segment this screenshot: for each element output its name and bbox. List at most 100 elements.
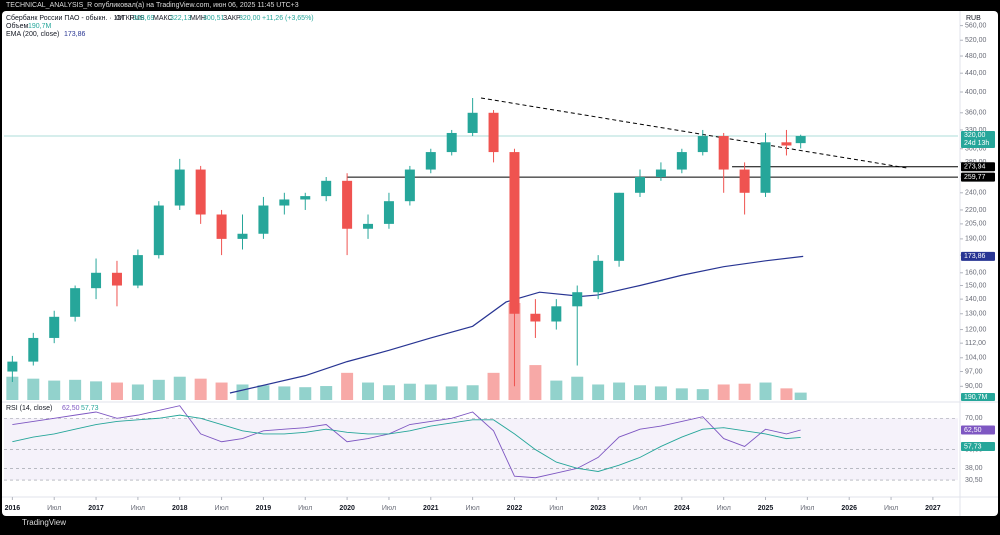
candle-body [383, 201, 394, 224]
volume-bar [362, 382, 375, 400]
ema-value: 173,86 [64, 31, 86, 38]
candle-body [488, 112, 499, 153]
currency: RUB [966, 15, 981, 22]
candle-body [7, 361, 18, 372]
volume-bar [90, 381, 103, 400]
x-tick-label: Июл [382, 505, 396, 512]
volume-bar [696, 389, 709, 400]
x-tick-label: 2016 [5, 505, 21, 512]
rsi-tick-label: 38,00 [965, 465, 983, 472]
candle-body [795, 136, 806, 144]
candle-body [509, 152, 520, 314]
ema-line [229, 255, 804, 394]
candle-body [237, 233, 248, 239]
volume-bar [6, 376, 19, 400]
candle-body [342, 180, 353, 229]
volume-bar [48, 380, 61, 400]
x-tick-label: Июл [466, 505, 480, 512]
candle-body [174, 169, 185, 206]
candle-body [195, 169, 206, 215]
candle-body [404, 169, 415, 202]
volume-bar [69, 379, 82, 400]
level-label: 259,77 [964, 174, 986, 181]
volume-bar [675, 388, 688, 400]
volume-bar [403, 383, 416, 400]
x-tick-label: 2023 [590, 505, 606, 512]
volume-bar [592, 384, 605, 400]
y-tick-label: 220,00 [965, 207, 987, 214]
x-tick-label: 2018 [172, 505, 188, 512]
h-label: МАКС [153, 15, 173, 22]
volume-bar [550, 380, 563, 400]
ema-badge-label: 173,86 [964, 253, 986, 260]
footer: TradingView [22, 518, 66, 527]
y-tick-label: 90,00 [965, 383, 983, 390]
candle-body [153, 205, 164, 256]
y-tick-label: 160,00 [965, 270, 987, 277]
candle-body [593, 260, 604, 293]
volume-bar [173, 376, 186, 400]
o-value: 308,69 [133, 15, 155, 22]
y-tick-label: 97,00 [965, 368, 983, 375]
volume-bar [236, 384, 249, 400]
last-price-label: 320,00 [964, 132, 986, 139]
rsi-line [12, 405, 801, 479]
candle-body [446, 132, 457, 153]
candle-body [572, 292, 583, 307]
rsi-ma-value: 57,73 [81, 405, 99, 412]
candle-body [760, 142, 771, 193]
volume-bar [780, 388, 793, 400]
volume-bar [341, 372, 354, 400]
candle-body [635, 176, 645, 193]
symbol: Сбербанк России ПАО - обыкн. · 1M · RUS [6, 14, 145, 22]
candle-body [718, 136, 729, 170]
rsi-label: RSI (14, close) [6, 405, 52, 412]
x-tick-label: 2020 [339, 505, 355, 512]
volume-value: 190,7M [28, 23, 52, 30]
candle-body [614, 192, 625, 261]
volume-bar [487, 372, 500, 400]
volume-bar [257, 385, 270, 400]
y-tick-label: 360,00 [965, 110, 987, 117]
candle-body [300, 196, 311, 200]
y-tick-label: 140,00 [965, 296, 987, 303]
volume-bar [152, 379, 165, 400]
y-tick-label: 520,00 [965, 37, 987, 44]
candle-body [216, 214, 227, 239]
volume-bar [194, 378, 207, 400]
y-tick-label: 104,00 [965, 355, 987, 362]
c-value: 320,00 [239, 15, 261, 22]
rsi-ma-line [12, 414, 801, 472]
candle-body [425, 152, 436, 170]
volume-bar [654, 386, 667, 400]
ema-label: EMA (200, close) [6, 31, 59, 38]
y-tick-label: 240,00 [965, 190, 987, 197]
candle-body [530, 313, 541, 322]
volume-bar [278, 386, 291, 400]
volume-bar [717, 384, 730, 400]
y-tick-label: 300,00 [965, 146, 987, 153]
volume-bar [794, 392, 807, 400]
candle-body [676, 152, 687, 170]
rsi-ma-badge [961, 441, 995, 451]
y-tick-label: 205,00 [965, 221, 987, 228]
volume-bar [466, 385, 479, 400]
legend: Сбербанк России ПАО - обыкн. · 1M · RUS … [6, 14, 314, 412]
volume-bar [445, 386, 458, 400]
x-tick-label: 2025 [758, 505, 774, 512]
x-tick-label: Июл [214, 505, 228, 512]
volume-badge-label: 190,7M [964, 394, 988, 401]
candle-body [655, 169, 666, 177]
volume-bar [424, 384, 437, 400]
rsi-value: 62,50 [62, 405, 80, 412]
volume-bar [320, 386, 333, 400]
x-tick-label: Июл [47, 505, 61, 512]
candle-body [321, 180, 332, 197]
y-tick-label: 480,00 [965, 53, 987, 60]
rsi-tick-label: 70,00 [965, 415, 983, 422]
x-tick-label: 2021 [423, 505, 439, 512]
rsi-ma-badge-label: 57,73 [964, 443, 982, 450]
h-value: 322,13 [170, 15, 192, 22]
y-tick-label: 560,00 [965, 22, 987, 29]
